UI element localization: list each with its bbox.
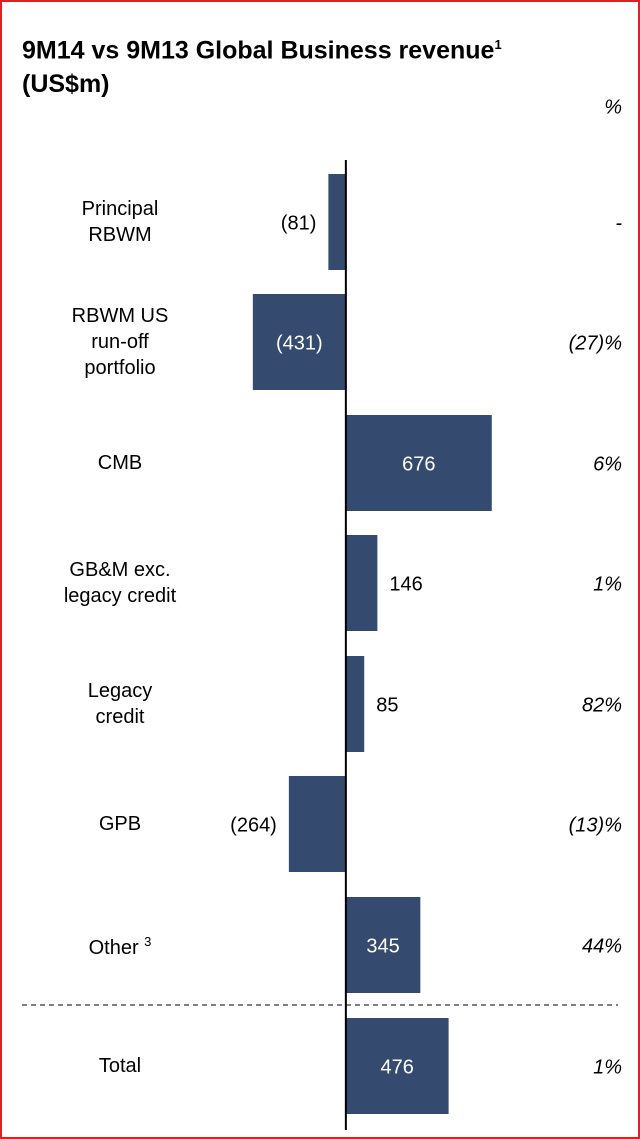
value-label: 85 [376, 694, 398, 716]
change-label: 1% [593, 573, 622, 595]
category-label: Other 3 [88, 934, 152, 959]
value-label: (264) [230, 814, 277, 836]
category-label: RBWM US run-off portfolio [71, 305, 169, 379]
change-label: 44% [582, 935, 622, 957]
value-label: 676 [402, 453, 435, 475]
bar [328, 174, 346, 270]
chart-subtitle: (US$m) [22, 70, 110, 99]
bar [345, 1018, 449, 1114]
change-label: 1% [593, 1056, 622, 1078]
bar [345, 897, 421, 993]
category-label: Legacy credit [87, 680, 153, 728]
change-label: 82% [582, 694, 622, 716]
category-label: Principal RBWM [81, 198, 159, 246]
value-label: 476 [381, 1056, 414, 1078]
bar [345, 656, 365, 752]
value-label: (81) [281, 212, 317, 234]
title-footnote: 1 [494, 37, 502, 52]
category-label: Total [98, 1055, 142, 1077]
change-label: - [615, 212, 622, 234]
change-label: (13)% [569, 814, 622, 836]
change-label: 6% [593, 453, 622, 475]
bar [252, 294, 346, 390]
category-footnote: 3 [144, 934, 152, 950]
change-label: (27)% [569, 332, 622, 354]
chart-title: 9M14 vs 9M13 Global Business revenue [22, 36, 495, 65]
change-header: % [604, 96, 622, 118]
category-label: CMB [97, 452, 143, 474]
category-label: GPB [98, 813, 142, 835]
bar [288, 776, 346, 872]
category-label: GB&M exc. legacy credit [63, 559, 177, 607]
bar [345, 535, 378, 631]
chart-title-block: 9M14 vs 9M13 Global Business revenue1 (U… [22, 28, 502, 101]
bar [345, 415, 492, 511]
value-label: 146 [389, 573, 422, 595]
value-label: 345 [366, 935, 399, 957]
value-label: (431) [276, 332, 323, 354]
